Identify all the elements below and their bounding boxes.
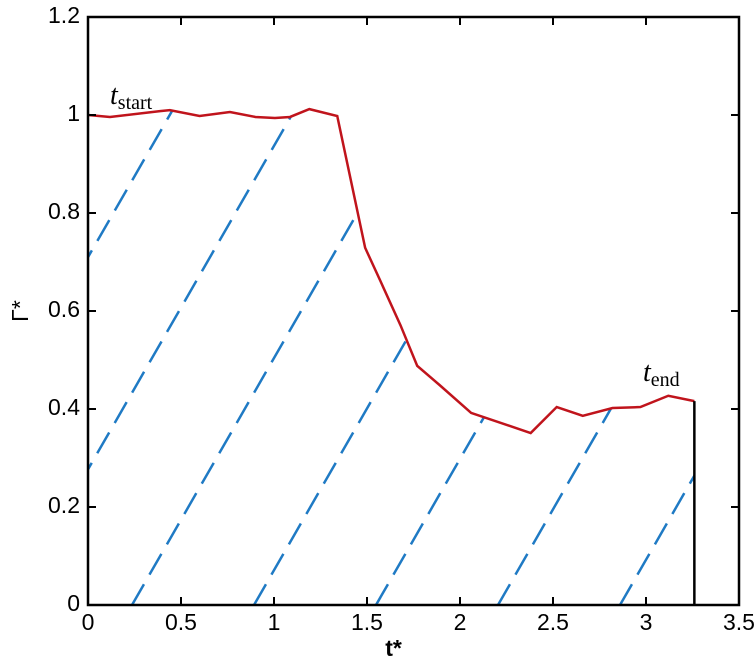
hatch-line xyxy=(252,109,601,606)
x-tick-label: 1 xyxy=(268,609,281,635)
hatch-line xyxy=(374,109,695,606)
x-tick-label: 0.5 xyxy=(165,609,197,635)
annotation-sub: start xyxy=(118,92,153,114)
y-tick-label: 1.2 xyxy=(48,2,80,28)
y-tick-label: 1 xyxy=(67,100,80,126)
y-tick-label: 0.6 xyxy=(48,296,80,322)
x-tick-label: 1.5 xyxy=(351,609,383,635)
annotation: tstart xyxy=(110,80,153,113)
hatch xyxy=(88,109,695,606)
y-axis-label: Γ* xyxy=(7,300,33,322)
x-tick-label: 0 xyxy=(82,609,95,635)
x-tick-label: 2.5 xyxy=(537,609,569,635)
x-tick-label: 3 xyxy=(640,609,653,635)
plot-frame xyxy=(86,15,741,607)
annotation-base: t xyxy=(110,80,119,111)
hatch-line xyxy=(496,109,695,606)
curve xyxy=(87,107,695,435)
y-tick-label: 0.8 xyxy=(48,198,80,224)
y-tick-label: 0 xyxy=(67,590,80,616)
x-tick-label: 2 xyxy=(454,609,467,635)
y-tick-label: 0.4 xyxy=(48,394,80,420)
x-axis-label: t* xyxy=(385,635,402,661)
annotation-base: t xyxy=(643,357,652,388)
annotation: tend xyxy=(643,357,680,390)
x-tick-label: 3.5 xyxy=(723,609,755,635)
annotation-sub: end xyxy=(651,369,680,391)
y-tick-label: 0.2 xyxy=(48,492,80,518)
hatch-line xyxy=(618,109,695,606)
hatch-line xyxy=(130,109,479,606)
